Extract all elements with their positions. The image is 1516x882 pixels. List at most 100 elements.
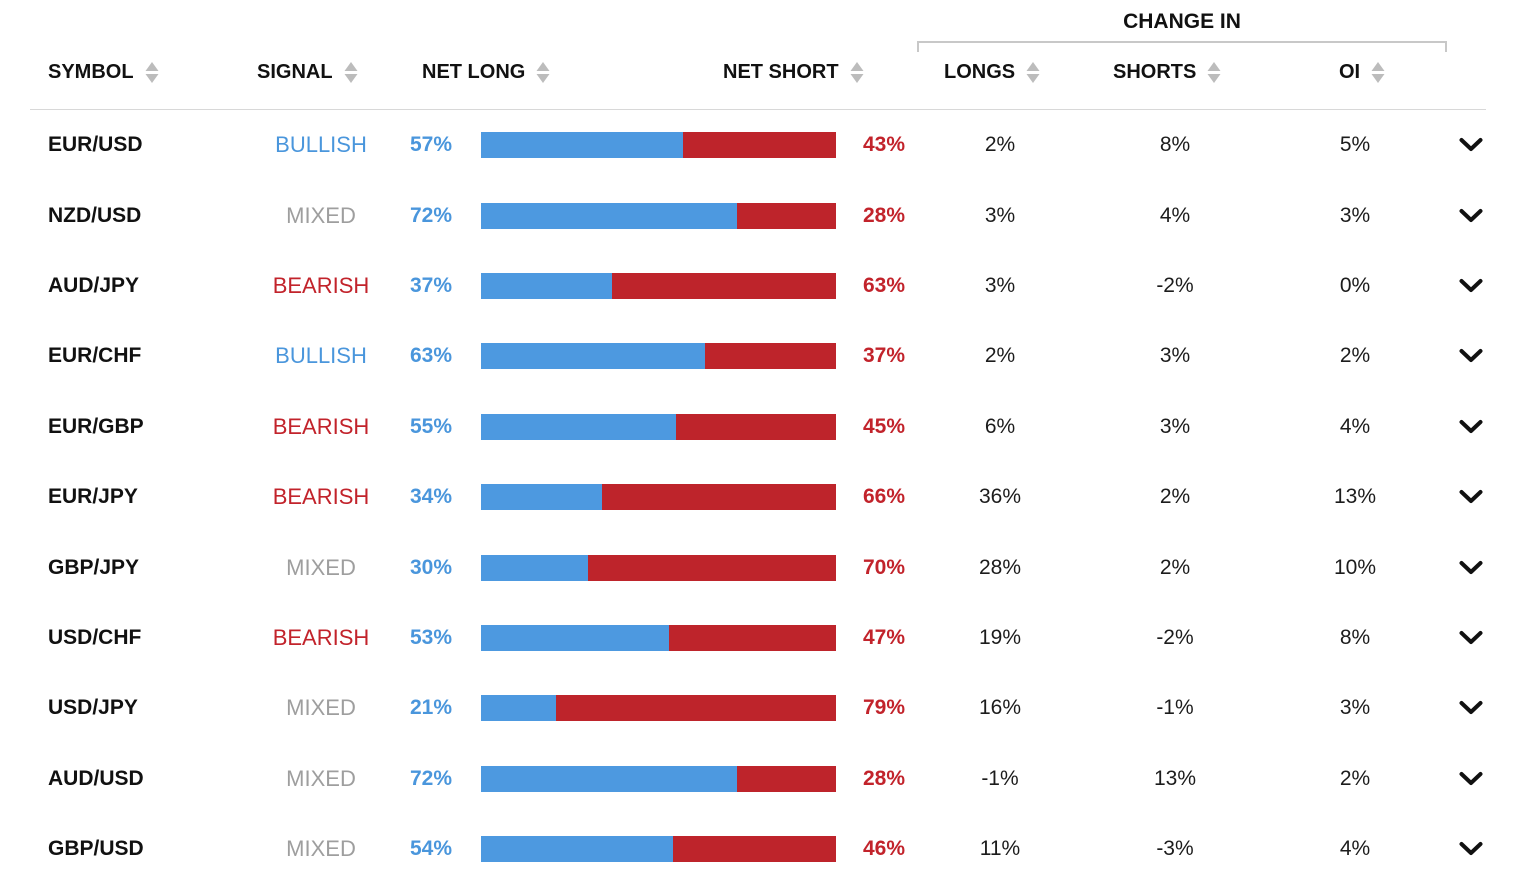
column-header-symbol[interactable]: SYMBOL [48,57,159,87]
sentiment-bar [481,695,836,722]
expand-row-button[interactable] [1445,771,1497,787]
chevron-down-icon [1459,278,1483,292]
change-longs-value: 2% [984,133,1016,157]
change-oi-value: 0% [1339,273,1371,297]
sentiment-bar [481,272,836,299]
symbol-label: GBP/USD [48,837,144,861]
sentiment-bar [481,343,836,370]
change-oi-value: 10% [1333,555,1377,579]
net-long-value: 53% [409,625,452,649]
change-oi-value: 8% [1339,625,1371,649]
chevron-down-icon [1459,560,1483,574]
sort-icon [536,61,550,83]
symbol-label: EUR/JPY [48,485,138,509]
column-header-shorts[interactable]: SHORTS [1113,57,1221,87]
expand-row-button[interactable] [1445,630,1497,646]
net-short-bar-segment [555,695,836,722]
expand-row-button[interactable] [1445,278,1497,294]
change-shorts-value: 13% [1153,766,1197,790]
expand-row-button[interactable] [1445,560,1497,576]
chevron-down-icon [1459,701,1483,715]
net-short-bar-segment [587,554,836,581]
sentiment-bar [481,836,836,863]
column-header-label: OI [1339,60,1361,83]
net-long-bar-segment [481,554,588,581]
net-short-value: 66% [863,485,906,509]
sort-icon [1371,61,1385,83]
column-header-net-short[interactable]: NET SHORT [723,57,864,87]
table-row: USD/JPY MIXED 21% 79% 16% -1% 3% [0,673,1516,743]
symbol-label: USD/CHF [48,625,142,649]
symbol-label: GBP/JPY [48,555,140,579]
net-long-value: 72% [409,766,452,790]
column-header-label: LONGS [944,60,1016,83]
sort-icon [1026,61,1040,83]
chevron-down-icon [1459,419,1483,433]
change-longs-value: 19% [978,625,1022,649]
expand-row-button[interactable] [1445,419,1497,435]
net-long-bar-segment [481,202,737,229]
column-header-net-long[interactable]: NET LONG [422,57,550,87]
table-row: EUR/JPY BEARISH 34% 66% 36% 2% 13% [0,462,1516,532]
change-longs-value: -1% [981,766,1019,790]
change-longs-value: 36% [978,485,1022,509]
signal-label: MIXED [286,765,356,791]
change-oi-value: 3% [1339,696,1371,720]
net-long-value: 54% [409,837,452,861]
change-longs-value: 6% [984,414,1016,438]
table-row: EUR/CHF BULLISH 63% 37% 2% 3% 2% [0,321,1516,391]
sentiment-bar [481,484,836,511]
change-longs-value: 3% [984,273,1016,297]
change-oi-value: 5% [1339,133,1371,157]
change-longs-value: 11% [979,837,1021,861]
net-short-value: 79% [863,696,906,720]
change-shorts-value: 8% [1159,133,1191,157]
sort-icon [850,61,864,83]
net-long-value: 57% [409,133,452,157]
signal-label: BULLISH [275,343,367,369]
header-separator [30,109,1486,110]
sentiment-bar [481,765,836,792]
column-header-signal[interactable]: SIGNAL [257,57,358,87]
expand-row-button[interactable] [1445,208,1497,224]
chevron-down-icon [1459,842,1483,856]
change-in-bracket [917,41,1447,52]
net-long-bar-segment [481,132,684,159]
sentiment-bar [481,132,836,159]
change-shorts-value: 3% [1159,344,1191,368]
change-longs-value: 28% [978,555,1022,579]
sort-icon [1207,61,1221,83]
net-long-bar-segment [481,343,705,370]
column-header-label: SIGNAL [257,60,333,83]
net-long-bar-segment [481,484,602,511]
expand-row-button[interactable] [1445,348,1497,364]
expand-row-button[interactable] [1445,700,1497,716]
net-short-value: 70% [863,555,906,579]
net-long-value: 37% [409,273,452,297]
net-short-bar-segment [672,836,836,863]
expand-row-button[interactable] [1445,489,1497,505]
net-long-bar-segment [481,836,673,863]
change-shorts-value: 3% [1159,414,1191,438]
chevron-down-icon [1459,349,1483,363]
signal-label: MIXED [286,202,356,228]
sort-icon [145,61,159,83]
change-oi-value: 2% [1339,344,1371,368]
column-header-label: SYMBOL [48,60,134,83]
column-header-oi[interactable]: OI [1339,57,1385,87]
change-shorts-value: 2% [1159,485,1191,509]
column-header-longs[interactable]: LONGS [944,57,1040,87]
sentiment-bar [481,413,836,440]
net-long-value: 34% [409,485,452,509]
chevron-down-icon [1459,630,1483,644]
table-row: AUD/JPY BEARISH 37% 63% 3% -2% 0% [0,251,1516,321]
table-body: EUR/USD BULLISH 57% 43% 2% 8% 5% NZD/USD… [0,110,1516,882]
table-row: AUD/USD MIXED 72% 28% -1% 13% 2% [0,744,1516,814]
expand-row-button[interactable] [1445,137,1497,153]
sort-icon [344,61,358,83]
expand-row-button[interactable] [1445,841,1497,857]
table-row: GBP/USD MIXED 54% 46% 11% -3% 4% [0,814,1516,882]
change-longs-value: 3% [984,203,1016,227]
net-short-bar-segment [683,132,836,159]
table-row: GBP/JPY MIXED 30% 70% 28% 2% 10% [0,532,1516,602]
